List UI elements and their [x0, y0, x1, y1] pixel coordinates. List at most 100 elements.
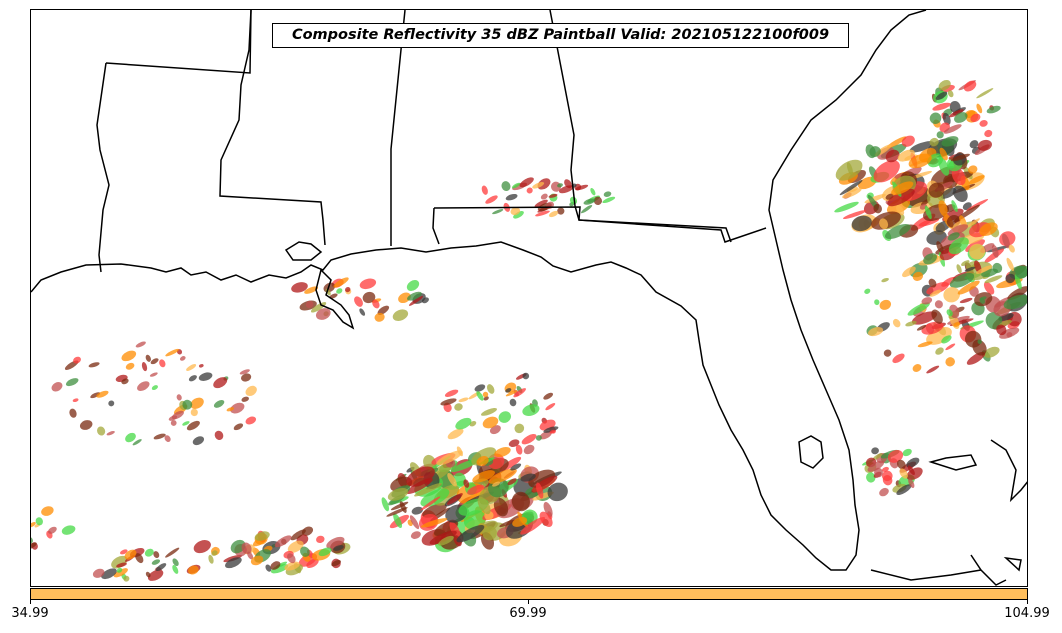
- reflectivity-blob: [1003, 294, 1027, 310]
- reflectivity-blob: [874, 299, 880, 306]
- reflectivity-blob: [386, 507, 408, 517]
- reflectivity-blob: [539, 430, 552, 440]
- reflectivity-blob: [96, 390, 109, 398]
- reflectivity-blob: [984, 275, 1003, 284]
- reflectivity-blob: [372, 299, 380, 309]
- reflectivity-blob: [929, 112, 942, 125]
- reflectivity-blob: [869, 146, 881, 158]
- reflectivity-blob: [558, 185, 574, 194]
- reflectivity-blob: [882, 475, 893, 486]
- bahamas-andros: [1003, 556, 1022, 572]
- reflectivity-blob: [1008, 244, 1015, 253]
- reflectivity-blob: [902, 266, 916, 278]
- reflectivity-blob: [941, 335, 952, 344]
- colorbar-tick-left: [30, 600, 31, 604]
- reflectivity-blob: [977, 139, 992, 151]
- reflectivity-blob: [921, 321, 944, 335]
- reflectivity-blob: [333, 545, 344, 551]
- state-border-la-ms: [219, 10, 326, 246]
- reflectivity-blob: [548, 210, 559, 218]
- reflectivity-blob: [192, 436, 205, 446]
- reflectivity-blob: [447, 472, 457, 487]
- reflectivity-blob: [211, 550, 218, 556]
- reflectivity-blob: [602, 196, 616, 204]
- reflectivity-blob: [964, 266, 976, 272]
- reflectivity-blob: [947, 90, 954, 98]
- reflectivity-blob: [969, 243, 986, 260]
- reflectivity-blob: [164, 435, 171, 442]
- reflectivity-blob: [165, 348, 180, 357]
- reflectivity-blob: [306, 558, 319, 568]
- reflectivity-blob: [186, 420, 200, 431]
- reflectivity-blob: [409, 515, 420, 530]
- reflectivity-blob: [526, 187, 533, 194]
- reflectivity-blob: [359, 308, 366, 316]
- reflectivity-blob: [291, 282, 308, 293]
- reflectivity-blob: [193, 540, 211, 554]
- reflectivity-blob: [213, 377, 228, 389]
- reflectivity-blob: [935, 347, 944, 355]
- reflectivity-blob: [515, 444, 523, 455]
- reflectivity-blob: [492, 209, 504, 215]
- reflectivity-blob: [887, 449, 904, 463]
- reflectivity-blob: [983, 281, 995, 295]
- reflectivity-blob: [137, 381, 150, 391]
- reflectivity-blob: [532, 181, 545, 189]
- reflectivity-blob: [575, 184, 589, 191]
- reflectivity-blob: [226, 407, 235, 412]
- bahamas: [990, 439, 1027, 503]
- reflectivity-blob: [543, 501, 553, 517]
- reflectivity-blob: [304, 286, 319, 294]
- reflectivity-blob: [514, 423, 525, 434]
- reflectivity-blob: [917, 341, 933, 348]
- lake-okeechobee: [798, 435, 824, 469]
- reflectivity-blob: [979, 120, 988, 127]
- reflectivity-blob: [65, 378, 79, 387]
- reflectivity-blob: [947, 224, 969, 236]
- reflectivity-blob: [315, 308, 331, 320]
- reflectivity-blob: [912, 271, 924, 281]
- reflectivity-blob: [1005, 273, 1016, 284]
- reflectivity-blob: [508, 439, 520, 448]
- reflectivity-blob: [116, 567, 123, 573]
- reflectivity-blob: [393, 513, 403, 529]
- reflectivity-blob: [354, 296, 363, 307]
- state-border-tx-la: [96, 62, 110, 273]
- reflectivity-blob: [121, 350, 137, 362]
- reflectivity-blob: [123, 575, 130, 582]
- reflectivity-blob: [444, 389, 459, 397]
- reflectivity-blob: [172, 558, 179, 567]
- reflectivity-blob: [420, 518, 448, 528]
- reflectivity-blob: [31, 542, 37, 550]
- reflectivity-blob: [90, 392, 101, 399]
- reflectivity-blob: [31, 536, 33, 544]
- reflectivity-blob: [168, 415, 178, 421]
- reflectivity-blob: [907, 302, 930, 316]
- reflectivity-blob: [603, 191, 612, 198]
- reflectivity-blob: [51, 382, 63, 392]
- reflectivity-blob: [923, 253, 937, 265]
- reflectivity-blob: [536, 482, 544, 499]
- reflectivity-blob: [934, 300, 943, 309]
- reflectivity-blob: [333, 277, 349, 288]
- reflectivity-blob: [540, 193, 548, 200]
- state-border-fl-ga: [578, 219, 767, 243]
- reflectivity-blob: [520, 516, 546, 535]
- reflectivity-blob: [132, 439, 142, 446]
- reflectivity-blob: [945, 357, 955, 367]
- reflectivity-blob: [505, 193, 518, 201]
- reflectivity-blob: [254, 531, 270, 541]
- reflectivity-blob: [436, 450, 463, 466]
- reflectivity-blob: [521, 434, 537, 445]
- reflectivity-blob: [979, 296, 987, 301]
- reflectivity-blob: [61, 525, 76, 535]
- reflectivity-blob: [241, 373, 252, 382]
- reflectivity-blob: [509, 398, 517, 407]
- reflectivity-blob: [499, 519, 516, 528]
- reflectivity-blob: [510, 463, 522, 471]
- reflectivity-blob: [125, 362, 135, 370]
- reflectivity-blob: [476, 456, 489, 467]
- reflectivity-blob: [901, 135, 915, 147]
- reflectivity-blob: [318, 547, 332, 557]
- reflectivity-blob: [453, 472, 466, 486]
